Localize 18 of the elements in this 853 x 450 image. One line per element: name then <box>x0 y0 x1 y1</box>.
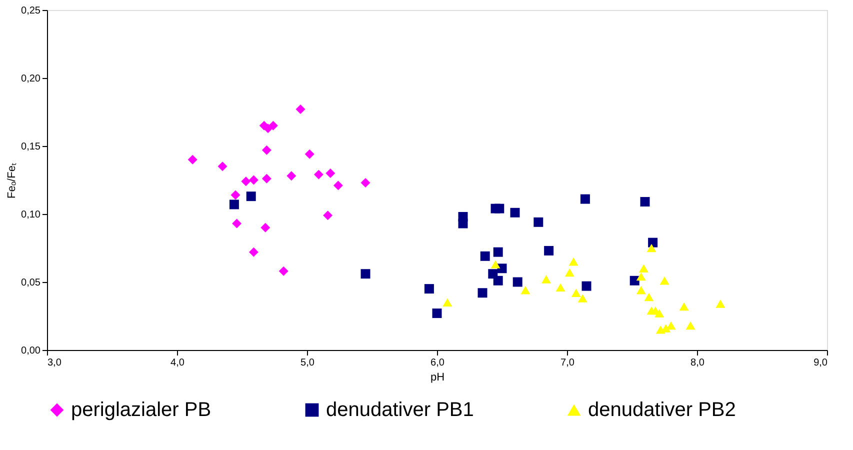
x-axis-title: pH <box>430 372 445 384</box>
x-tick-label: 4,0 <box>170 358 185 368</box>
x-tick-label: 8,0 <box>690 358 705 368</box>
x-tick-label: 3,0 <box>48 358 62 368</box>
y-tick-label: 0,00 <box>21 346 41 356</box>
y-tick-label: 0,05 <box>21 278 41 288</box>
x-tick-label: 9,0 <box>814 358 828 368</box>
legend-label: denudativer PB1 <box>326 399 474 421</box>
x-tick-label: 7,0 <box>560 358 575 368</box>
y-tick-label: 0,10 <box>21 210 41 220</box>
legend-label: periglazialer PB <box>71 399 212 421</box>
x-tick-label: 5,0 <box>300 358 315 368</box>
x-tick-label: 6,0 <box>430 358 445 368</box>
y-tick-label: 0,20 <box>21 74 41 84</box>
y-axis-title: Feₒ/Feₜ <box>6 162 18 198</box>
legend-label: denudativer PB2 <box>588 399 736 421</box>
y-tick-label: 0,25 <box>21 6 41 16</box>
y-tick-label: 0,15 <box>21 142 41 152</box>
